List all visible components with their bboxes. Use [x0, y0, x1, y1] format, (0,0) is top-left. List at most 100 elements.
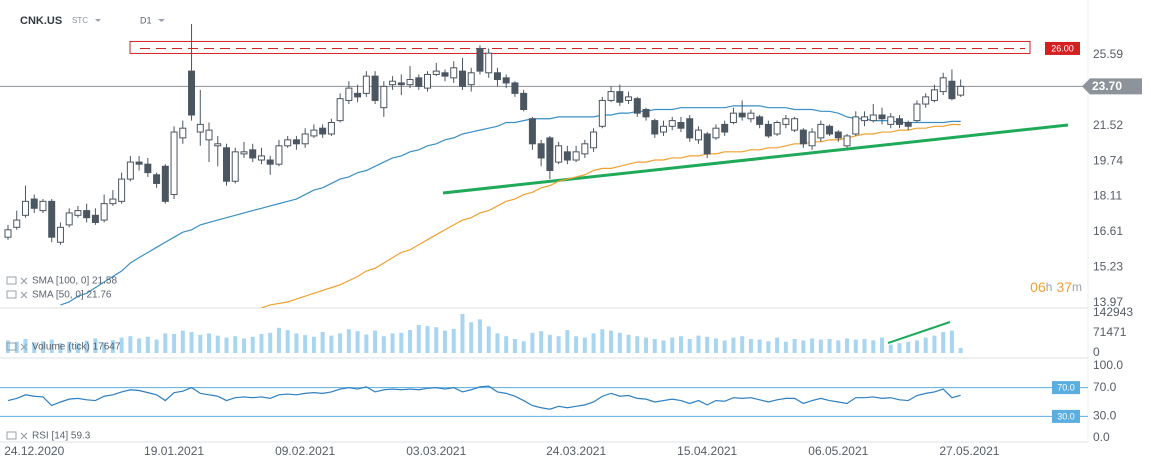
- dropdown-caret[interactable]: [158, 19, 165, 22]
- candle-body: [546, 137, 554, 171]
- level-tag: [1052, 381, 1080, 395]
- volume-bar: [14, 341, 19, 353]
- candle-body: [913, 103, 921, 122]
- volume-bar: [276, 327, 281, 353]
- volume-bar: [582, 337, 587, 353]
- level-tag: [1045, 41, 1080, 55]
- level-tag-label: 26.00: [1051, 43, 1074, 53]
- candle-body: [563, 151, 571, 161]
- candle-body: [371, 75, 379, 101]
- candle-body: [703, 133, 711, 155]
- candle-body: [397, 82, 405, 86]
- candle-body: [83, 210, 91, 219]
- volume-bar: [32, 342, 37, 353]
- candle-body: [738, 112, 746, 118]
- volume-bar: [696, 335, 701, 353]
- candle-body: [511, 82, 519, 94]
- volume-bar: [215, 335, 220, 353]
- candle-body: [791, 118, 799, 131]
- candle-body: [39, 200, 47, 212]
- volume-bar: [163, 333, 168, 353]
- candle-body: [179, 127, 187, 139]
- candle-body: [48, 200, 56, 238]
- volume-bar: [853, 339, 858, 353]
- dropdown-caret[interactable]: [95, 19, 101, 22]
- legend-icon: [6, 276, 17, 285]
- legend-label: Volume (tick) 17647: [32, 342, 121, 353]
- candle-body: [668, 120, 676, 127]
- volume-bar: [329, 335, 334, 353]
- volume-bar: [84, 340, 89, 353]
- volume-bar: [259, 333, 264, 353]
- candle-body: [30, 198, 38, 209]
- current-price-label: 23.70: [1092, 79, 1122, 93]
- x-tick-label: 19.01.2021: [144, 444, 204, 458]
- volume-bar: [49, 339, 54, 353]
- volume-bar: [862, 339, 867, 353]
- volume-bar: [137, 338, 142, 353]
- market[interactable]: STC: [72, 16, 88, 25]
- candle-body: [861, 116, 869, 122]
- volume-bar: [180, 330, 185, 353]
- volume-bar: [128, 336, 133, 353]
- volume-bar: [416, 325, 421, 353]
- volume-bar: [364, 334, 369, 353]
- level-tag-label: 70.0: [1057, 382, 1075, 392]
- candle-body: [135, 161, 143, 165]
- volume-bar: [547, 334, 552, 353]
- candle-body: [817, 123, 825, 139]
- countdown-part: 37: [1056, 279, 1072, 295]
- volume-bar: [233, 336, 238, 353]
- legend-icon: [6, 342, 17, 351]
- candle-body: [74, 210, 82, 216]
- candle-body: [301, 133, 309, 145]
- candle-body: [109, 198, 117, 205]
- candle-body: [625, 96, 633, 101]
- candle-body: [528, 118, 536, 145]
- volume-bar: [678, 336, 683, 353]
- volume-bar: [748, 339, 753, 353]
- candle-body: [633, 98, 641, 114]
- candle-body: [878, 114, 886, 120]
- volume-bar: [958, 348, 963, 353]
- candle-body: [118, 178, 126, 202]
- volume-bar: [810, 338, 815, 353]
- candle-body: [852, 116, 860, 135]
- candle-body: [284, 139, 292, 147]
- volume-bar: [521, 341, 526, 353]
- volume-bar: [914, 340, 919, 353]
- volume-bar: [40, 341, 45, 353]
- volume-bar: [897, 343, 902, 353]
- candle-body: [485, 52, 493, 74]
- volume-bar: [871, 340, 876, 353]
- legend-label: SMA [50, 0] 21.76: [32, 290, 112, 301]
- pane: [6, 313, 963, 353]
- volume-bar: [285, 330, 290, 353]
- candle-body: [196, 123, 204, 133]
- volume-bar: [923, 337, 928, 353]
- interval[interactable]: D1: [140, 15, 152, 25]
- volume-bar: [818, 339, 823, 353]
- volume-bar: [6, 340, 10, 353]
- candle-body: [56, 226, 64, 243]
- candle-body: [502, 77, 510, 84]
- candle-body: [895, 118, 903, 125]
- volume-bar: [539, 331, 544, 353]
- y-tick-label: 30.0: [1093, 409, 1117, 423]
- candle-body: [257, 155, 265, 161]
- candle-body: [721, 123, 729, 133]
- candle-body: [686, 118, 694, 139]
- volume-bar: [425, 326, 430, 353]
- volume-bar: [355, 331, 360, 353]
- volume-bar: [241, 338, 246, 353]
- x-tick-label: 15.04.2021: [677, 444, 737, 458]
- candle-body: [555, 145, 563, 163]
- current-price-tag: [1082, 78, 1142, 95]
- symbol[interactable]: CNK.US: [20, 15, 62, 27]
- volume-bar: [932, 335, 937, 353]
- candle-body: [4, 229, 12, 238]
- volume-bar: [949, 330, 954, 353]
- candle-body: [170, 131, 178, 196]
- volume-bar: [574, 336, 579, 353]
